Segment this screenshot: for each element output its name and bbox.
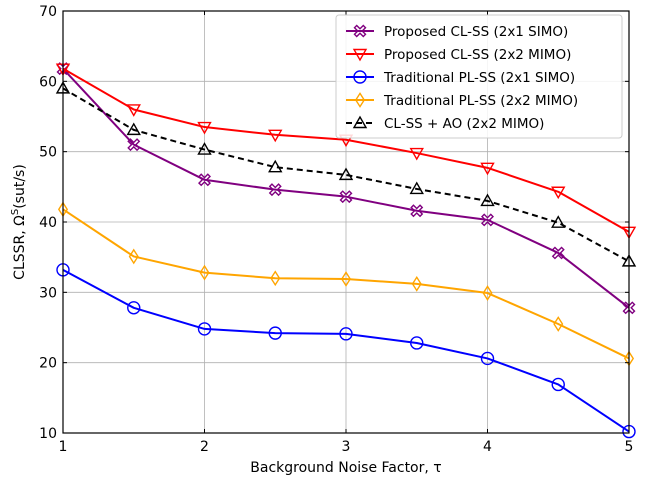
y-axis-label-main: CLSSR, Ω: [12, 215, 28, 280]
data-point: [409, 147, 424, 161]
data-point: [551, 377, 565, 392]
data-point: [340, 271, 352, 287]
data-point: [268, 183, 282, 197]
data-point: [480, 162, 495, 176]
legend-entry: Proposed CL-SS (2x2 MIMO): [346, 47, 571, 63]
legend-marker: [353, 70, 367, 84]
series-line: [62, 67, 630, 233]
legend-marker: [353, 24, 367, 38]
data-point: [480, 351, 495, 366]
legend-label: Traditional PL-SS (2x2 MIMO): [383, 93, 578, 109]
series-line: [62, 268, 630, 433]
data-point: [268, 326, 282, 340]
data-point: [551, 186, 566, 200]
data-point: [551, 215, 566, 228]
series-5: [55, 80, 637, 267]
data-point: [128, 248, 139, 265]
legend-label: CL-SS + AO (2x2 MIMO): [384, 116, 544, 132]
legend-entry: Traditional PL-SS (2x1 SIMO): [346, 70, 575, 86]
data-point: [553, 316, 564, 332]
legend-entry: Proposed CL-SS (2x1 SIMO): [346, 24, 568, 40]
legend-marker: [352, 48, 368, 62]
data-point: [127, 138, 141, 152]
legend-entry: Traditional PL-SS (2x2 MIMO): [346, 92, 578, 109]
data-point: [197, 142, 212, 155]
data-point: [270, 270, 281, 287]
data-point: [127, 301, 141, 315]
legend-entry: CL-SS + AO (2x2 MIMO): [346, 115, 544, 132]
series-3: [56, 263, 636, 439]
y-tick-label: 30: [39, 285, 57, 301]
data-point: [126, 122, 141, 136]
y-tick-label: 50: [39, 145, 57, 161]
y-axis-label: CLSSR, ΩS(sut/s): [10, 164, 28, 280]
data-point: [268, 129, 283, 143]
y-axis-label-suffix: (sut/s): [12, 164, 28, 209]
data-point: [551, 246, 565, 260]
data-point: [409, 181, 424, 195]
series-line: [62, 208, 630, 360]
data-point: [410, 336, 424, 350]
legend-label: Proposed CL-SS (2x1 SIMO): [384, 24, 568, 40]
legend: Proposed CL-SS (2x1 SIMO) Proposed CL-SS …: [335, 14, 623, 139]
y-tick-label: 70: [39, 4, 57, 20]
x-tick-label: 3: [342, 439, 351, 455]
data-point: [480, 193, 495, 207]
data-point: [197, 322, 212, 336]
series-layer: [55, 62, 637, 439]
legend-label: Traditional PL-SS (2x1 SIMO): [383, 70, 575, 86]
data-point: [339, 327, 353, 341]
x-tick-label: 2: [200, 439, 209, 455]
axis-ticks: 1 2 3 4 5 10 20 30 40 50 60 70: [39, 4, 633, 455]
y-tick-label: 40: [39, 215, 57, 231]
y-tick-label: 10: [39, 426, 57, 442]
data-point: [126, 104, 141, 117]
y-axis-label-superscript: S: [10, 209, 21, 215]
y-tick-label: 20: [39, 356, 57, 372]
data-point: [199, 264, 210, 281]
data-point: [339, 190, 353, 204]
legend-label: Proposed CL-SS (2x2 MIMO): [384, 47, 571, 63]
x-axis-label: Background Noise Factor, τ: [250, 460, 441, 476]
data-point: [338, 167, 354, 181]
data-point: [410, 204, 424, 218]
data-point: [482, 285, 493, 301]
series-line: [62, 87, 630, 263]
data-point: [268, 159, 283, 173]
series-line: [62, 67, 630, 309]
y-tick-label: 60: [39, 74, 57, 90]
data-point: [481, 213, 494, 227]
legend-box: [335, 14, 623, 139]
data-point: [411, 275, 422, 292]
x-tick-label: 1: [59, 439, 68, 455]
legend-marker: [352, 115, 368, 129]
x-tick-label: 4: [483, 439, 492, 455]
data-point: [197, 121, 212, 135]
x-tick-label: 5: [625, 439, 634, 455]
data-point: [198, 173, 211, 187]
legend-marker: [354, 92, 366, 108]
